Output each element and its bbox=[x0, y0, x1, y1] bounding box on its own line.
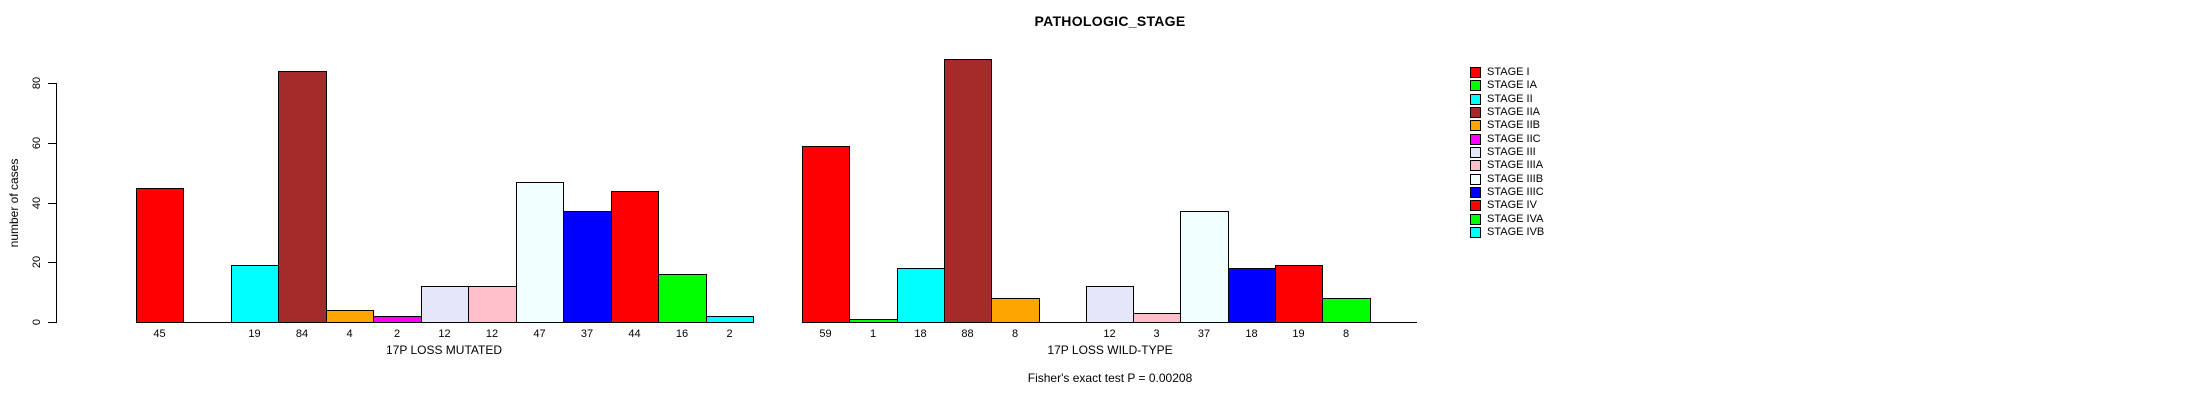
legend-label: STAGE IIA bbox=[1487, 106, 1540, 118]
bar-value-label: 12 bbox=[438, 328, 451, 340]
bar-stage-iiib bbox=[516, 182, 564, 323]
y-tick-mark bbox=[48, 262, 56, 263]
bar-value-label: 84 bbox=[295, 328, 309, 340]
y-tick-label: 80 bbox=[31, 76, 43, 90]
fisher-test-annotation: Fisher's exact test P = 0.00208 bbox=[1027, 371, 1193, 385]
legend-label: STAGE IIC bbox=[1487, 133, 1541, 145]
bar-value-label: 44 bbox=[628, 328, 641, 340]
legend-swatch-stage-ii bbox=[1470, 94, 1481, 105]
bar-stage-iva bbox=[1322, 298, 1371, 323]
bar-value-label: 18 bbox=[914, 328, 927, 340]
legend-swatch-stage-iib bbox=[1470, 120, 1481, 131]
bar-stage-iib bbox=[991, 298, 1040, 323]
y-tick-mark bbox=[48, 83, 56, 84]
bar-stage-iv bbox=[611, 191, 659, 323]
bar-stage-iiia bbox=[1133, 313, 1181, 323]
chart-title: PATHOLOGIC_STAGE bbox=[1034, 13, 1186, 29]
bar-stage-iiia bbox=[468, 286, 517, 323]
legend-label: STAGE IVA bbox=[1487, 213, 1544, 225]
legend-label: STAGE IIIC bbox=[1487, 186, 1544, 198]
bar-stage-iiic bbox=[563, 211, 612, 323]
legend-label: STAGE IIB bbox=[1487, 119, 1540, 131]
bar-stage-iia bbox=[944, 59, 992, 323]
y-axis-title: number of cases bbox=[7, 158, 21, 248]
bar-value-label: 37 bbox=[1197, 328, 1211, 340]
legend-label: STAGE I bbox=[1487, 66, 1530, 78]
bar-value-label: 8 bbox=[1342, 328, 1350, 340]
bar-value-label: 12 bbox=[1103, 328, 1116, 340]
y-tick-label: 60 bbox=[31, 136, 43, 150]
legend-swatch-stage-ia bbox=[1470, 80, 1481, 91]
bar-stage-i bbox=[136, 188, 184, 323]
bar-value-label: 8 bbox=[1011, 328, 1019, 340]
bar-value-label: 47 bbox=[533, 328, 546, 340]
bar-stage-ii bbox=[231, 265, 279, 323]
bar-stage-iic bbox=[373, 316, 422, 323]
bar-stage-iia bbox=[278, 71, 327, 323]
legend-swatch-stage-i bbox=[1470, 67, 1481, 78]
legend-swatch-stage-iva bbox=[1470, 214, 1481, 225]
bar-value-label: 16 bbox=[675, 328, 689, 340]
bar-stage-ii bbox=[897, 268, 945, 323]
legend-swatch-stage-iia bbox=[1470, 107, 1481, 118]
legend-label: STAGE IIIB bbox=[1487, 173, 1544, 185]
legend-label: STAGE IA bbox=[1487, 79, 1537, 91]
y-axis-line bbox=[56, 83, 57, 323]
bar-value-label: 3 bbox=[1153, 328, 1160, 340]
legend-label: STAGE III bbox=[1487, 146, 1536, 158]
bar-value-label: 18 bbox=[1245, 328, 1258, 340]
bar-stage-ia bbox=[849, 319, 898, 323]
y-tick-mark bbox=[48, 322, 56, 323]
legend-swatch-stage-iic bbox=[1470, 134, 1481, 145]
y-tick-label: 20 bbox=[31, 255, 43, 269]
bar-value-label: 2 bbox=[393, 328, 401, 340]
legend-label: STAGE IIIA bbox=[1487, 159, 1544, 171]
bar-value-label: 4 bbox=[346, 328, 353, 340]
bar-stage-iv bbox=[1275, 265, 1323, 323]
bar-stage-ivb bbox=[706, 316, 754, 323]
bar-value-label: 12 bbox=[485, 328, 499, 340]
y-tick-label: 40 bbox=[31, 196, 43, 210]
bar-value-label: 45 bbox=[153, 328, 166, 340]
y-tick-mark bbox=[48, 143, 56, 144]
bar-stage-iiic bbox=[1228, 268, 1276, 323]
legend-swatch-stage-iiic bbox=[1470, 187, 1481, 198]
bar-stage-i bbox=[802, 146, 850, 323]
legend-swatch-stage-iii bbox=[1470, 147, 1481, 158]
bar-value-label: 88 bbox=[961, 328, 974, 340]
y-tick-mark bbox=[48, 203, 56, 204]
bar-stage-iva bbox=[658, 274, 707, 323]
legend-swatch-stage-iv bbox=[1470, 200, 1481, 211]
bar-value-label: 59 bbox=[819, 328, 832, 340]
bar-stage-iiib bbox=[1180, 211, 1229, 323]
legend-swatch-stage-iiia bbox=[1470, 160, 1481, 171]
legend-label: STAGE II bbox=[1487, 93, 1533, 105]
bar-value-label: 37 bbox=[580, 328, 594, 340]
bar-value-label: 2 bbox=[726, 328, 733, 340]
x-axis-label-wildtype: 17P LOSS WILD-TYPE bbox=[1047, 343, 1173, 357]
legend-swatch-stage-iiib bbox=[1470, 174, 1481, 185]
bar-stage-iii bbox=[1086, 286, 1134, 323]
bar-value-label: 19 bbox=[248, 328, 261, 340]
legend-label: STAGE IVB bbox=[1487, 226, 1545, 238]
legend-swatch-stage-ivb bbox=[1470, 227, 1481, 238]
bar-value-label: 19 bbox=[1292, 328, 1305, 340]
bar-value-label: 1 bbox=[869, 328, 877, 340]
legend-label: STAGE IV bbox=[1487, 199, 1537, 211]
bar-stage-iii bbox=[421, 286, 469, 323]
y-tick-label: 0 bbox=[31, 318, 43, 326]
x-axis-label-mutated: 17P LOSS MUTATED bbox=[385, 343, 503, 357]
bar-stage-iib bbox=[326, 310, 374, 323]
